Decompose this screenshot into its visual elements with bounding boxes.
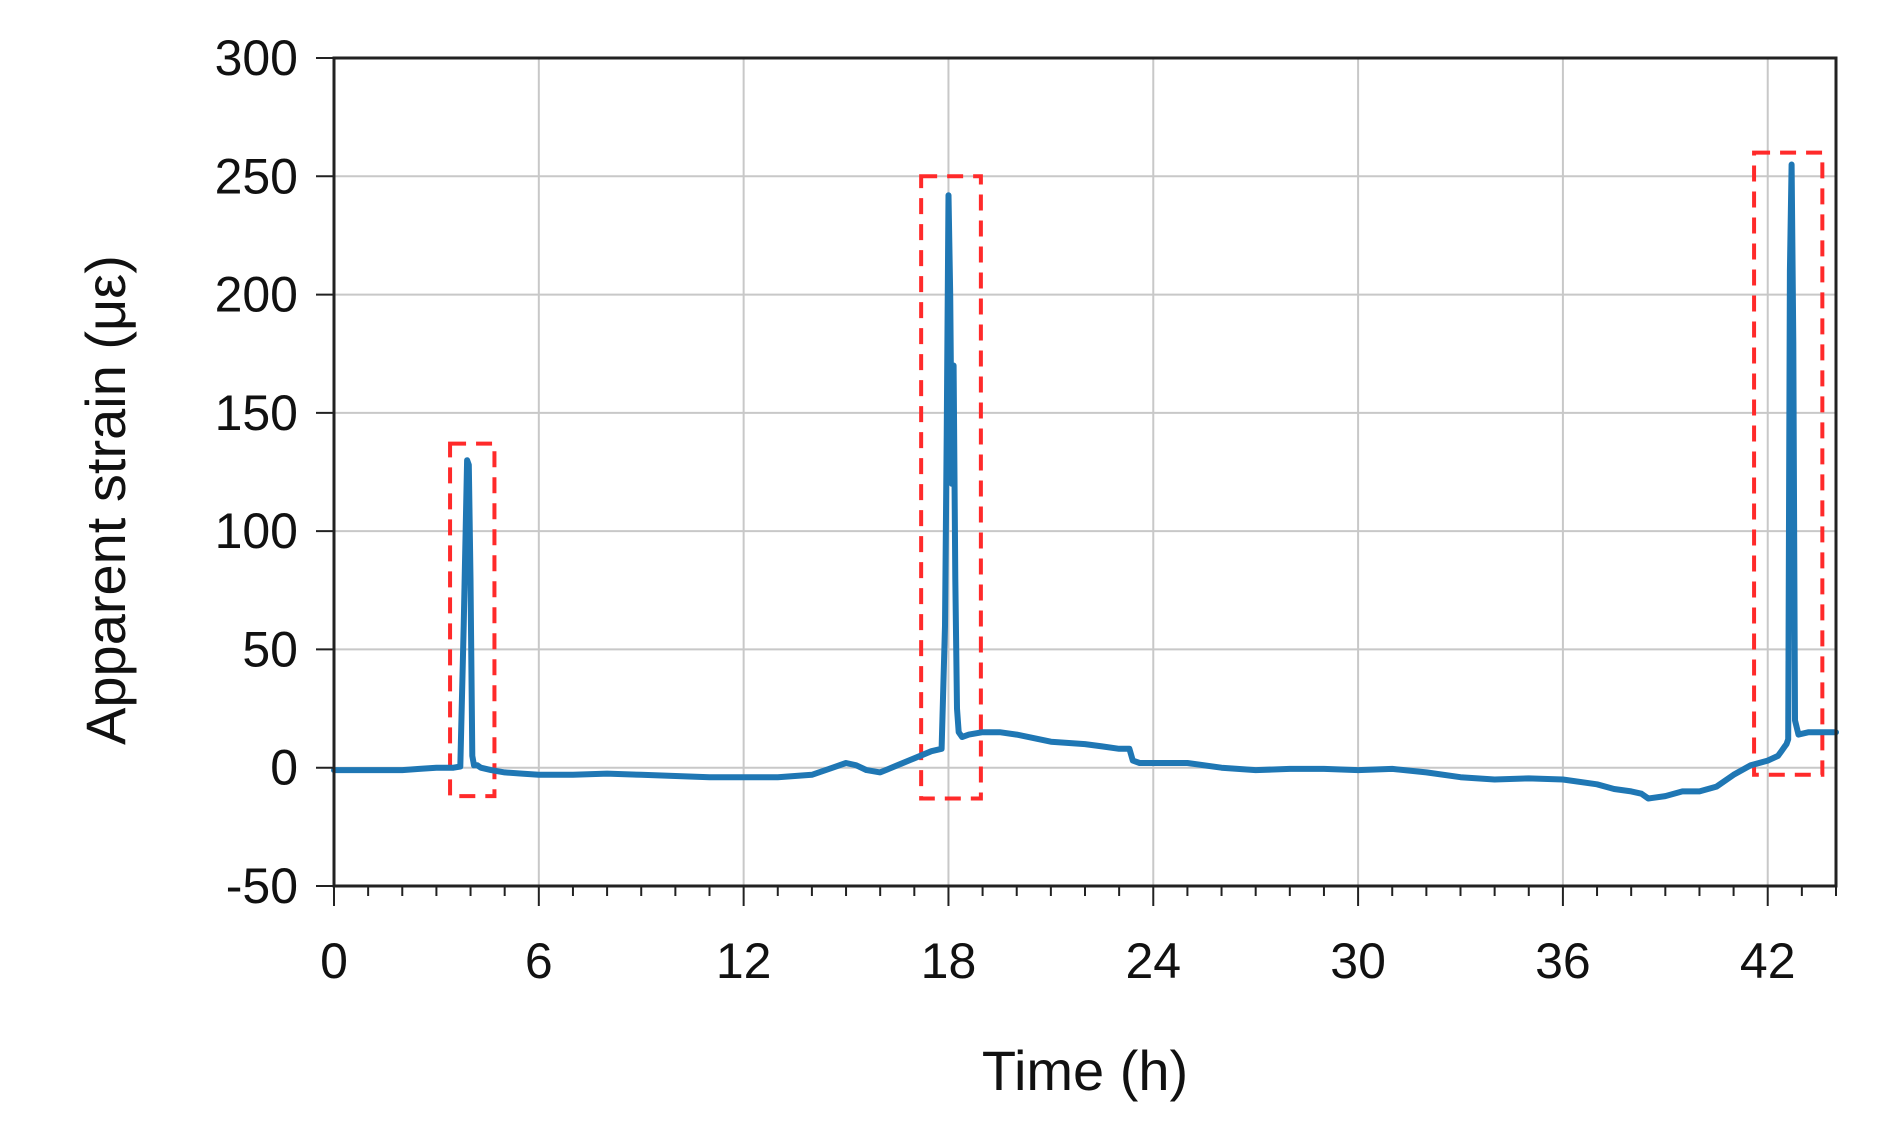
x-axis-title: Time (h) — [982, 1039, 1188, 1102]
y-tick-label: 200 — [215, 267, 298, 323]
x-tick-label: 18 — [921, 933, 977, 989]
x-tick-label: 6 — [525, 933, 553, 989]
y-tick-label: 50 — [242, 621, 298, 677]
strain-series-line — [331, 161, 1839, 802]
y-tick-label: 150 — [215, 385, 298, 441]
highlight-boxes — [448, 150, 1825, 801]
x-tick-label: 36 — [1535, 933, 1591, 989]
y-tick-label: 300 — [215, 30, 298, 86]
y-axis-title: Apparent strain (με) — [74, 255, 137, 745]
y-tick-label: 0 — [270, 740, 298, 796]
y-tick-label: 100 — [215, 503, 298, 559]
x-tick-label: 24 — [1125, 933, 1181, 989]
highlight-box — [448, 441, 497, 799]
y-tick-label: 250 — [215, 148, 298, 204]
series-layer — [331, 161, 1839, 802]
x-tick-labels: 0 6 12 18 24 30 36 42 — [320, 933, 1795, 989]
x-tick-label: 30 — [1330, 933, 1386, 989]
x-tick-label: 42 — [1740, 933, 1796, 989]
highlight-box — [1752, 150, 1825, 777]
x-tick-label: 0 — [320, 933, 348, 989]
tick-marks — [316, 57, 1837, 906]
grid-lines — [334, 58, 1836, 886]
x-tick-label: 12 — [716, 933, 772, 989]
y-tick-labels: -50 0 50 100 150 200 250 300 — [215, 30, 298, 914]
highlight-box — [919, 174, 983, 801]
plot-frame — [332, 56, 1838, 888]
y-tick-label: -50 — [226, 858, 298, 914]
